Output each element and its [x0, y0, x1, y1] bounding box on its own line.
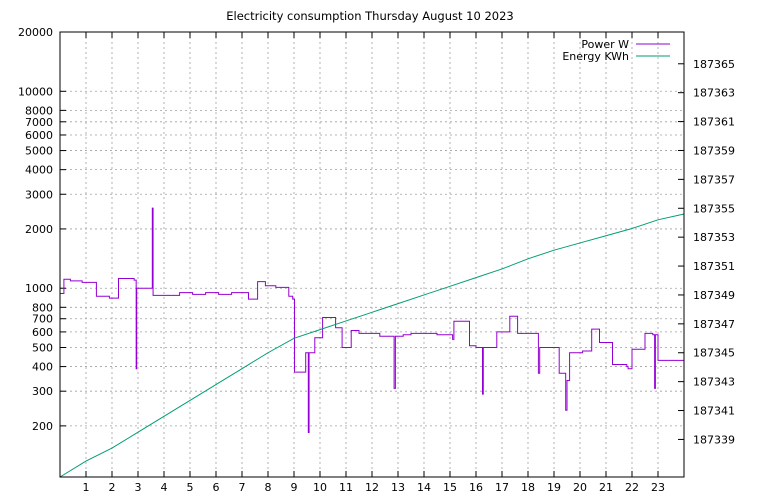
y-tick-label: 10000: [18, 85, 53, 98]
y-tick-label: 800: [32, 301, 53, 314]
y-tick-label: 7000: [25, 116, 53, 129]
y2-tick-label: 187349: [693, 289, 735, 302]
x-tick-label: 6: [213, 481, 220, 494]
y2-tick-label: 187341: [693, 405, 735, 418]
y-tick-label: 200: [32, 420, 53, 433]
y2-tick-label: 187357: [693, 173, 735, 186]
x-tick-label: 3: [135, 481, 142, 494]
y-tick-label: 400: [32, 361, 53, 374]
x-tick-label: 7: [239, 481, 246, 494]
y2-tick-label: 187339: [693, 433, 735, 446]
y2-tick-label: 187345: [693, 347, 735, 360]
x-tick-label: 1: [83, 481, 90, 494]
y-tick-label: 2000: [25, 223, 53, 236]
x-tick-label: 20: [573, 481, 587, 494]
x-tick-label: 23: [651, 481, 665, 494]
y-tick-label: 8000: [25, 104, 53, 117]
y-tick-label: 4000: [25, 164, 53, 177]
y-tick-label: 700: [32, 313, 53, 326]
y2-tick-label: 187343: [693, 376, 735, 389]
x-tick-label: 10: [313, 481, 327, 494]
y-tick-label: 1000: [25, 282, 53, 295]
x-tick-label: 5: [187, 481, 194, 494]
chart-title: Electricity consumption Thursday August …: [226, 9, 513, 23]
x-tick-label: 11: [339, 481, 353, 494]
x-tick-label: 21: [599, 481, 613, 494]
y2-tick-label: 187359: [693, 144, 735, 157]
x-tick-label: 22: [625, 481, 639, 494]
y-tick-label: 500: [32, 342, 53, 355]
y2-tick-label: 187351: [693, 260, 735, 273]
x-tick-label: 2: [109, 481, 116, 494]
x-tick-label: 19: [547, 481, 561, 494]
x-tick-label: 14: [417, 481, 431, 494]
grid-lines: [60, 31, 684, 477]
y2-tick-label: 187363: [693, 87, 735, 100]
series-layer: [59, 207, 685, 478]
x-tick-label: 17: [495, 481, 509, 494]
y2-tick-label: 187355: [693, 202, 735, 215]
legend-label: Power W: [581, 38, 629, 51]
plot-border: [59, 31, 685, 478]
y-tick-label: 300: [32, 385, 53, 398]
y2-tick-label: 187353: [693, 231, 735, 244]
y-tick-label: 3000: [25, 188, 53, 201]
series-line-energy: [59, 213, 685, 478]
y2-tick-label: 187347: [693, 318, 735, 331]
y2-tick-label: 187361: [693, 116, 735, 129]
axis-ticks: 1 2 3 4 5 6 7 8 9 10 11 12 13 14 15 16 17 18 19 20 21 22 23200…: [18, 26, 735, 494]
y2-tick-label: 187365: [693, 58, 735, 71]
x-tick-label: 4: [161, 481, 168, 494]
x-tick-label: 9: [291, 481, 298, 494]
x-tick-label: 16: [469, 481, 483, 494]
y-tick-label: 600: [32, 326, 53, 339]
x-tick-label: 15: [443, 481, 457, 494]
legend-label: Energy KWh: [562, 50, 629, 63]
y-tick-label: 20000: [18, 26, 53, 39]
x-tick-label: 13: [391, 481, 405, 494]
y-tick-label: 5000: [25, 145, 53, 158]
x-tick-label: 8: [265, 481, 272, 494]
y-tick-label: 6000: [25, 129, 53, 142]
x-tick-label: 12: [365, 481, 379, 494]
series-line-power: [60, 207, 685, 434]
x-tick-label: 18: [521, 481, 535, 494]
